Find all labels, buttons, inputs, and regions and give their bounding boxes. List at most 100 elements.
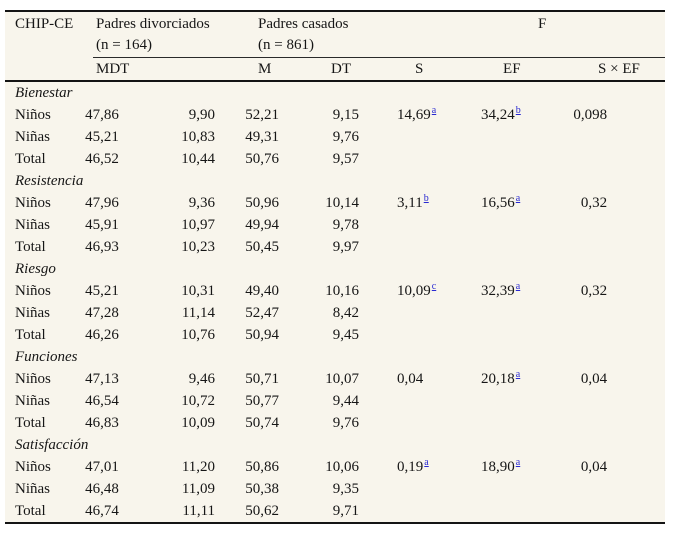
cell-married-m: 52,21: [245, 107, 280, 123]
f-ef-value: 18,90: [481, 459, 515, 475]
cell-divorced-dt: 10,76: [181, 327, 216, 343]
table-row: Niños 47,86 9,90 52,21 9,15 14,69a 34,24…: [5, 104, 665, 126]
cell-f-ef: [440, 126, 524, 148]
table-row: Total 46,93 10,23 50,45 9,97: [5, 236, 665, 258]
footnote-link[interactable]: b: [423, 193, 429, 204]
footnote-link[interactable]: a: [515, 457, 521, 468]
cell-f-ef: [440, 478, 524, 500]
cell-divorced-m: 45,21: [85, 283, 119, 299]
cell-divorced-dt: 10,97: [181, 217, 216, 233]
anova-results-table-wrap: CHIP-CE Padres divorciados (n = 164) Pad…: [5, 10, 666, 524]
table-row: Total 46,52 10,44 50,76 9,57: [5, 148, 665, 170]
cell-divorced-dt: 10,72: [181, 393, 216, 409]
cell-married-dt: 10,16: [325, 283, 360, 299]
row-label: Total: [15, 503, 46, 519]
cell-f-s: [365, 478, 440, 500]
header-s: S: [365, 57, 441, 82]
header-row-subcolumns: MDT M DT S EF S × EF: [5, 57, 666, 82]
cell-divorced-dt: 11,09: [181, 481, 216, 497]
cell-f-ef: [440, 390, 524, 412]
header-f-statistic: F: [538, 16, 547, 32]
cell-f-sxef: 0,32: [580, 195, 608, 211]
cell-f-sxef: [524, 214, 665, 236]
row-label: Niñas: [15, 393, 50, 409]
footnote-link[interactable]: c: [431, 281, 437, 292]
cell-f-ef: 20,18a: [440, 368, 524, 390]
footnote-link[interactable]: a: [515, 369, 521, 380]
cell-divorced-dt: 9,46: [188, 371, 216, 387]
cell-divorced-m: 46,83: [85, 415, 119, 431]
cell-f-ef: 34,24b: [440, 104, 524, 126]
cell-married-dt: 9,78: [332, 217, 360, 233]
cell-f-ef: 18,90a: [440, 456, 524, 478]
header-dt: DT: [285, 57, 366, 82]
cell-divorced-dt: 10,44: [181, 151, 216, 167]
table-row: Niños 47,13 9,46 50,71 10,07 0,04 20,18a…: [5, 368, 665, 390]
row-label: Niñas: [15, 217, 50, 233]
cell-f-sxef: 0,098: [573, 107, 608, 123]
f-s-value: 10,09: [397, 283, 431, 299]
section-label-riesgo: Riesgo: [15, 261, 56, 277]
cell-f-ef: 16,56a: [440, 192, 524, 214]
cell-f-sxef: 0,04: [580, 459, 608, 475]
cell-f-sxef: [524, 390, 665, 412]
header-empty: [5, 57, 81, 82]
cell-divorced-dt: 9,90: [188, 107, 216, 123]
footnote-link[interactable]: a: [431, 105, 437, 116]
cell-married-m: 50,96: [245, 195, 280, 211]
cell-married-dt: 9,76: [332, 129, 360, 145]
cell-married-dt: 10,14: [325, 195, 360, 211]
f-ef-value: 34,24: [481, 107, 515, 123]
cell-divorced-dt: 11,11: [182, 503, 216, 519]
footnote-link[interactable]: a: [515, 193, 521, 204]
cell-f-s: [365, 324, 440, 346]
cell-divorced-m: 46,74: [85, 503, 119, 519]
cell-f-s: [365, 236, 440, 258]
row-label: Niños: [15, 459, 51, 475]
cell-divorced-dt: 10,23: [181, 239, 216, 255]
cell-f-s: [365, 500, 440, 522]
group-header-rule: [93, 57, 665, 58]
cell-divorced-dt: 11,14: [181, 305, 216, 321]
cell-married-dt: 9,44: [332, 393, 360, 409]
table-row: Niñas 45,21 10,83 49,31 9,76: [5, 126, 665, 148]
cell-divorced-m: 47,86: [85, 107, 119, 123]
header-row-groups: CHIP-CE Padres divorciados (n = 164) Pad…: [5, 12, 665, 57]
header-m: M: [223, 57, 286, 82]
cell-f-s: [365, 148, 440, 170]
cell-f-ef: 32,39a: [440, 280, 524, 302]
cell-married-dt: 9,97: [332, 239, 360, 255]
table-row: Niños 45,21 10,31 49,40 10,16 10,09c 32,…: [5, 280, 665, 302]
cell-married-m: 50,71: [245, 371, 280, 387]
cell-married-m: 49,31: [245, 129, 280, 145]
section-label-bienestar: Bienestar: [15, 85, 73, 101]
row-label: Niños: [15, 283, 51, 299]
table-row: Niñas 45,91 10,97 49,94 9,78: [5, 214, 665, 236]
cell-married-dt: 9,15: [332, 107, 360, 123]
footnote-link[interactable]: a: [424, 457, 429, 468]
cell-f-sxef: [524, 126, 665, 148]
cell-divorced-m: 46,52: [85, 151, 119, 167]
cell-f-ef: [440, 302, 524, 324]
cell-divorced-dt: 9,36: [188, 195, 216, 211]
cell-divorced-m: 46,26: [85, 327, 119, 343]
cell-f-ef: [440, 214, 524, 236]
cell-f-sxef: [524, 302, 665, 324]
footnote-link[interactable]: b: [515, 105, 521, 116]
cell-f-sxef: 0,04: [580, 371, 608, 387]
cell-married-m: 50,77: [245, 393, 280, 409]
cell-divorced-m: 45,21: [85, 129, 119, 145]
header-s-x-ef: S × EF: [524, 57, 666, 82]
cell-divorced-m: 45,91: [85, 217, 119, 233]
cell-divorced-dt: 10,83: [181, 129, 216, 145]
cell-married-dt: 10,06: [325, 459, 360, 475]
cell-married-dt: 9,35: [332, 481, 360, 497]
header-mdt: MDT: [81, 57, 224, 82]
f-ef-value: 16,56: [481, 195, 515, 211]
cell-married-m: 49,40: [245, 283, 280, 299]
footnote-link[interactable]: a: [515, 281, 521, 292]
cell-divorced-m: 46,93: [85, 239, 119, 255]
row-label: Total: [15, 239, 46, 255]
row-label: Niños: [15, 107, 51, 123]
table-row: Niños 47,96 9,36 50,96 10,14 3,11b 16,56…: [5, 192, 665, 214]
